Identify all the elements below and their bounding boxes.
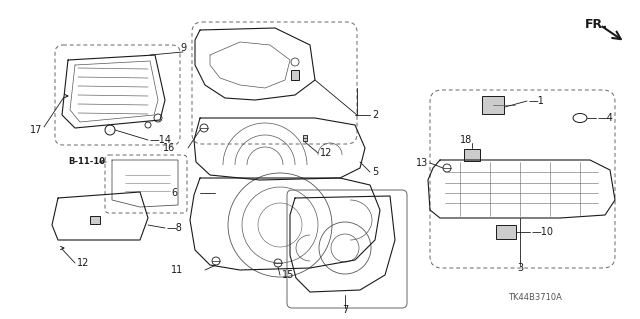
Text: —1: —1 [529,96,545,106]
Text: 7: 7 [342,305,348,315]
Text: 15: 15 [282,270,294,280]
Text: —10: —10 [532,227,554,237]
Text: FR.: FR. [585,18,608,31]
Text: 6: 6 [172,188,178,198]
Text: B-11-10: B-11-10 [68,158,105,167]
Text: 11: 11 [171,265,183,275]
Bar [90,216,100,224]
Text: 18: 18 [460,135,472,145]
Text: 16: 16 [163,143,175,153]
Text: 9: 9 [180,43,186,53]
Bar [482,96,504,114]
Bar [496,225,516,239]
Text: 12: 12 [77,258,90,268]
Text: TK44B3710A: TK44B3710A [508,293,562,301]
Text: 13: 13 [416,158,428,168]
Text: 2: 2 [372,110,378,120]
Text: 3: 3 [517,263,523,273]
Text: 5: 5 [372,167,378,177]
Bar [291,70,299,80]
Bar [303,135,307,141]
Text: 17: 17 [30,125,42,135]
Text: —14: —14 [150,135,172,145]
Bar [464,149,480,161]
Text: —4: —4 [598,113,614,123]
Text: 12: 12 [320,148,332,158]
Text: —8: —8 [167,223,183,233]
